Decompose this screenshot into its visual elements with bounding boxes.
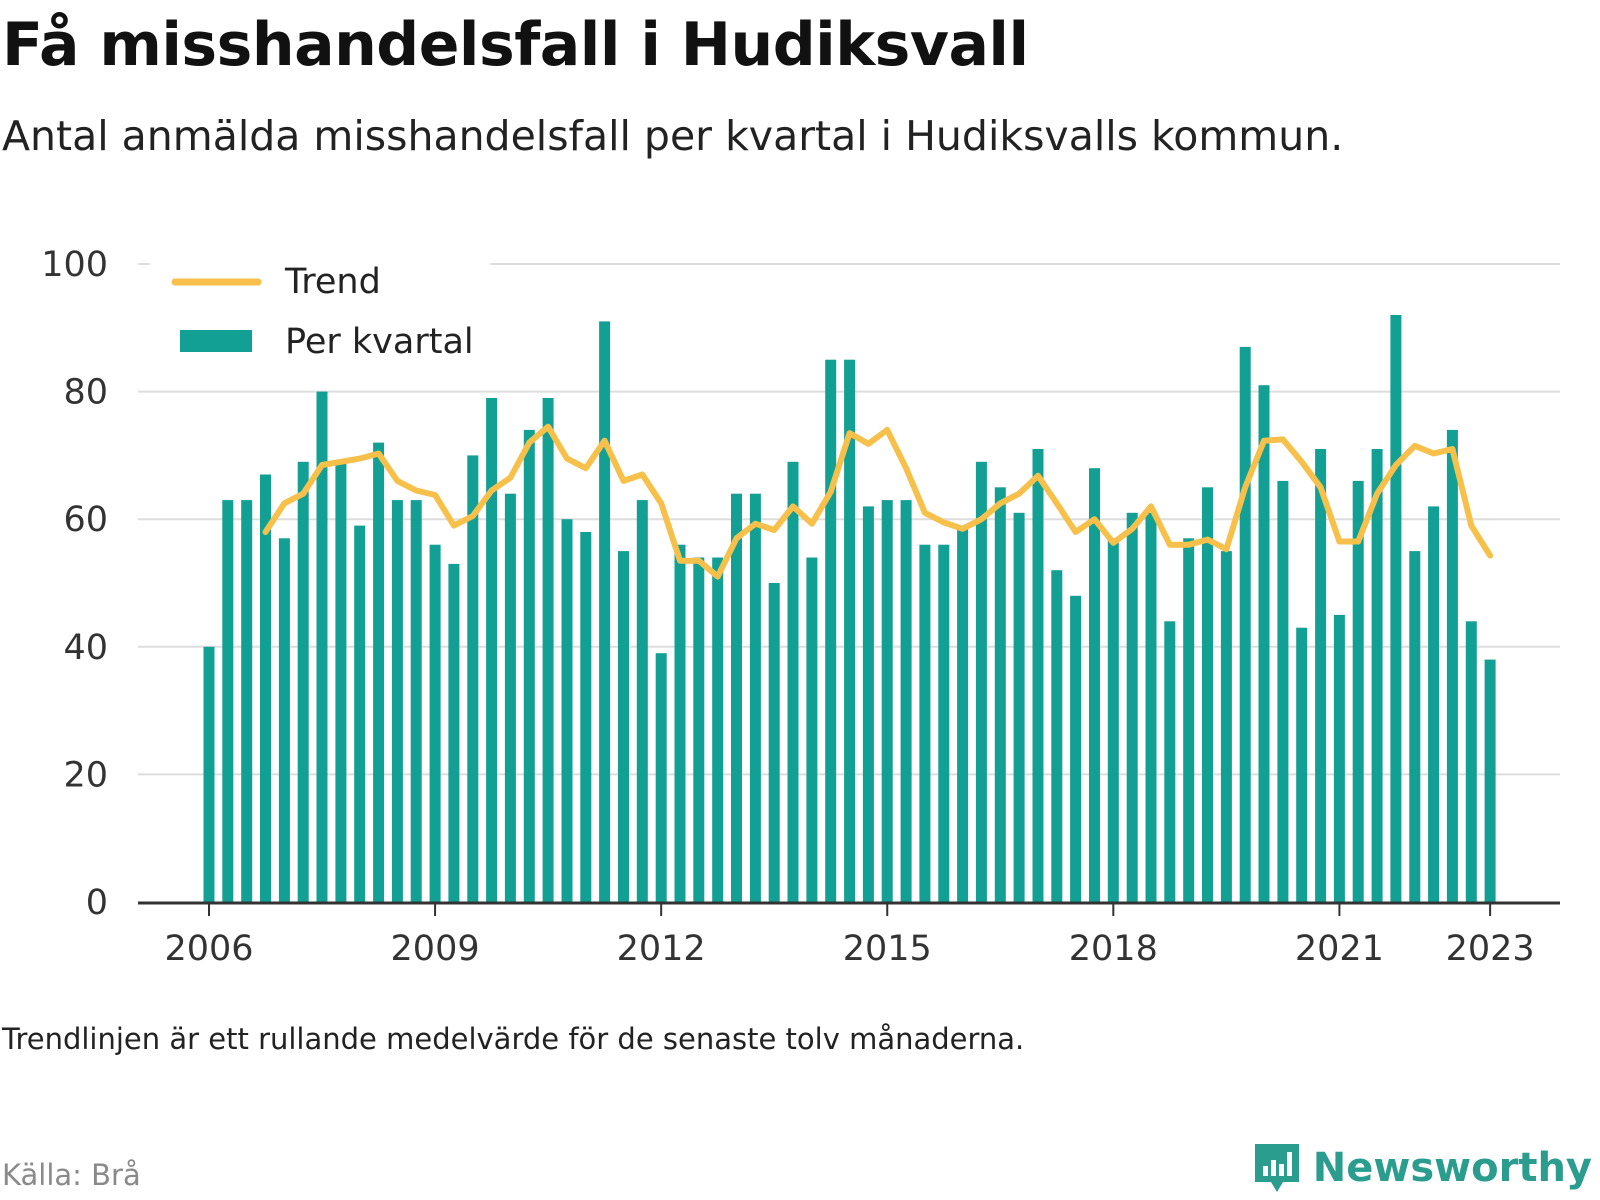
bar [844, 359, 856, 902]
bar [1465, 621, 1477, 902]
bar [1202, 487, 1213, 902]
bar [429, 544, 441, 902]
bar [504, 493, 516, 902]
x-tick-label: 2018 [1069, 929, 1158, 969]
newsworthy-logo-icon [1254, 1144, 1299, 1192]
bar [1390, 315, 1402, 902]
y-tick-label: 20 [63, 755, 108, 795]
legend-bar-label: Per kvartal [285, 322, 474, 362]
bar [1277, 480, 1289, 902]
bar [1333, 614, 1345, 902]
bar [674, 544, 686, 902]
bar [825, 359, 837, 902]
y-tick-label: 40 [63, 628, 108, 668]
chart: 2006 2009 2012 2015 2018 2021 2023 0 20 40 60 80 10… [41, 245, 1560, 969]
bar [749, 493, 761, 902]
y-tick-label: 80 [63, 373, 108, 413]
bar [636, 500, 648, 902]
bar [486, 398, 498, 902]
trend-line [262, 423, 1494, 580]
bar [881, 500, 893, 902]
bar [618, 551, 629, 902]
bar [1484, 659, 1496, 902]
bar-series [203, 315, 1496, 902]
x-tick-label: 2012 [617, 929, 706, 969]
bar [1070, 595, 1082, 902]
bar [731, 493, 742, 902]
bar [523, 429, 535, 902]
bar [1220, 551, 1232, 902]
y-axis-ticks: 0 20 40 60 80 100 [41, 245, 108, 923]
legend: Trend Per kvartal [150, 250, 490, 370]
bar [335, 461, 347, 902]
bar [542, 398, 554, 902]
brand-name: Newsworthy [1312, 1145, 1592, 1191]
bar [862, 506, 874, 902]
bar [1239, 346, 1251, 902]
bar [1013, 512, 1025, 902]
bar [975, 461, 987, 902]
bar [1183, 538, 1195, 902]
bar [1352, 480, 1364, 902]
y-tick-label: 100 [41, 245, 108, 285]
bar [599, 321, 611, 902]
y-tick-label: 0 [86, 883, 108, 923]
bar [241, 500, 253, 902]
bar [1446, 429, 1458, 902]
bar [410, 500, 422, 902]
bar [1051, 570, 1063, 902]
bar [712, 557, 724, 902]
bar [655, 653, 667, 902]
x-tick-label: 2021 [1295, 929, 1384, 969]
legend-bar-swatch [180, 330, 252, 352]
bar [222, 500, 234, 902]
bar [1409, 551, 1421, 902]
bar [297, 461, 309, 902]
bar [391, 500, 403, 902]
bar [1371, 449, 1383, 902]
bar [1315, 449, 1327, 902]
x-tick-label: 2015 [843, 929, 932, 969]
bar [1145, 512, 1157, 902]
bar [203, 646, 215, 902]
bar [938, 544, 950, 902]
bar [900, 500, 912, 902]
bar [561, 519, 573, 902]
x-tick-label: 2006 [164, 929, 253, 969]
bar [1258, 385, 1270, 902]
bar [768, 583, 780, 902]
bar [1296, 627, 1308, 902]
bar [278, 538, 290, 902]
bar [580, 532, 592, 902]
bar [1089, 468, 1100, 902]
x-axis-ticks: 2006 2009 2012 2015 2018 2021 2023 [164, 903, 1535, 969]
bar [919, 544, 931, 902]
bar [1107, 538, 1119, 902]
source-label: Källa: Brå [2, 1158, 141, 1192]
y-tick-label: 60 [63, 500, 108, 540]
bar [957, 525, 969, 902]
bar [1164, 621, 1176, 902]
bar [373, 442, 385, 902]
chart-subtitle: Antal anmälda misshandelsfall per kvarta… [2, 112, 1344, 160]
x-tick-label: 2009 [391, 929, 480, 969]
chart-note: Trendlinjen är ett rullande medelvärde f… [2, 1022, 1025, 1056]
bar [354, 525, 366, 902]
brand: Newsworthy [1251, 1140, 1592, 1196]
bar [806, 557, 818, 902]
bar [467, 455, 479, 902]
x-tick-label: 2023 [1446, 929, 1535, 969]
bar [787, 461, 799, 902]
bar [260, 474, 271, 902]
bar [448, 563, 460, 902]
bar [1032, 449, 1044, 902]
bar [1126, 512, 1138, 902]
bar [316, 391, 328, 902]
legend-trend-label: Trend [284, 262, 381, 302]
bar [693, 557, 705, 902]
chart-title: Få misshandelsfall i Hudiksvall [2, 10, 1029, 80]
bar [1428, 506, 1440, 902]
bar [994, 487, 1006, 902]
